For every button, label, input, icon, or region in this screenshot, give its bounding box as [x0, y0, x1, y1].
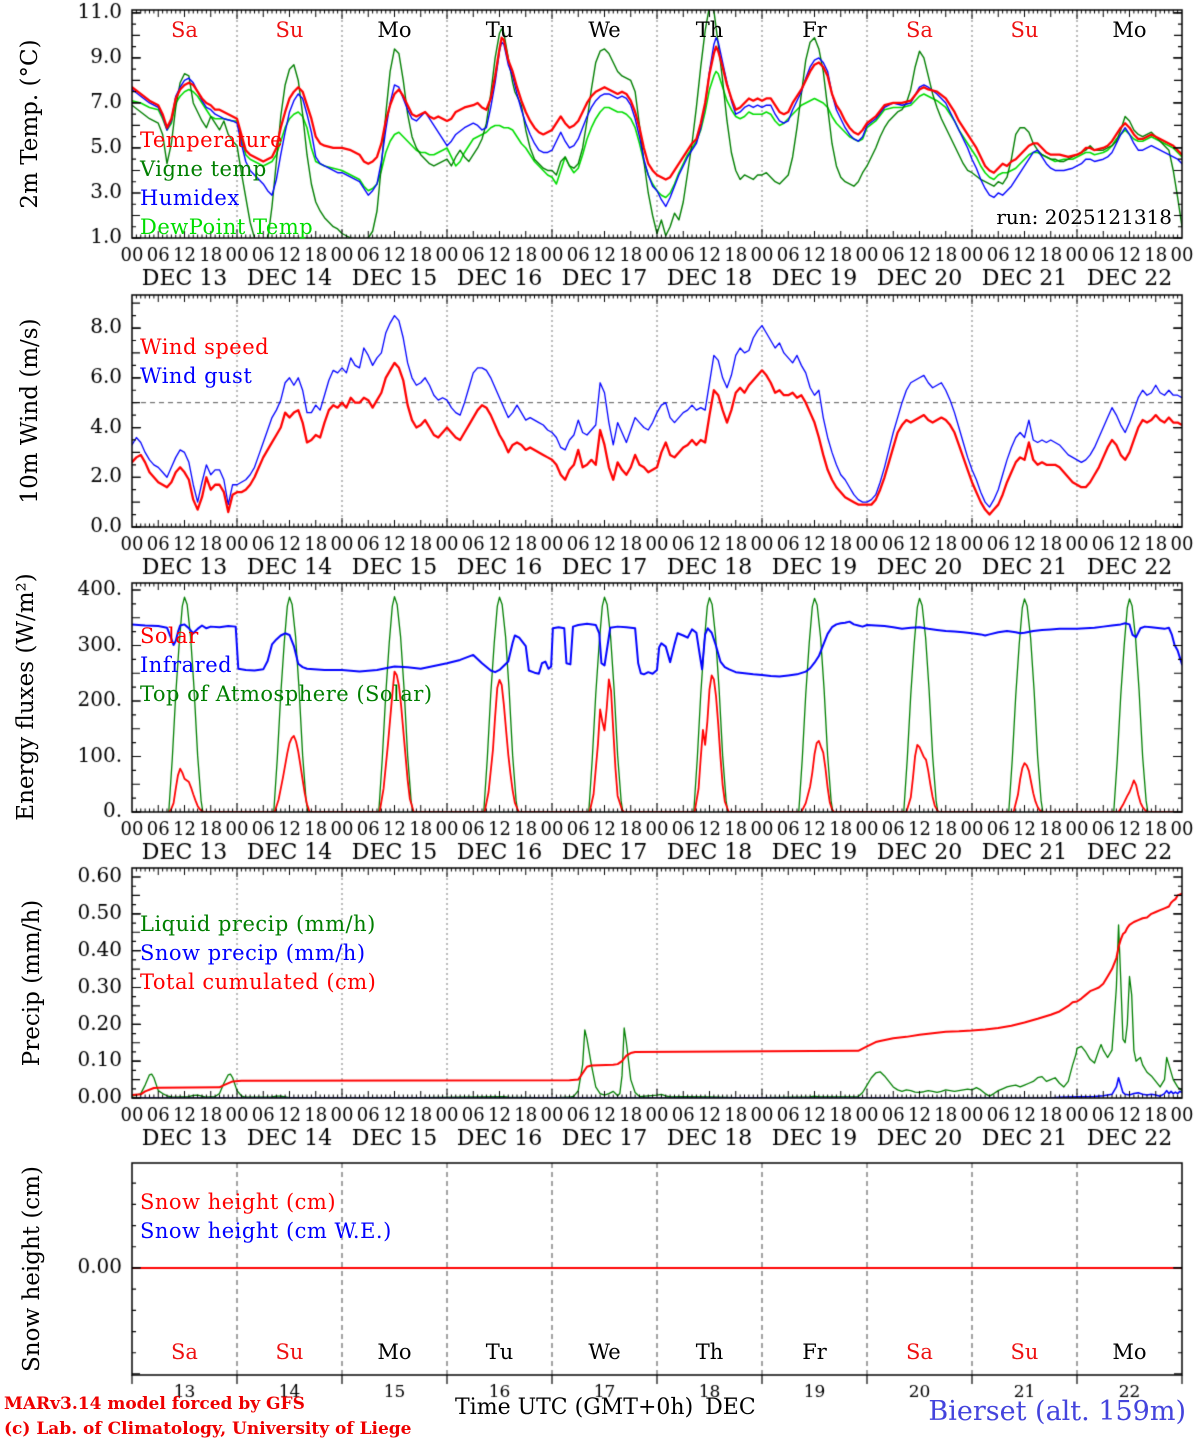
day-name-label: We	[588, 1340, 621, 1364]
day-name-label: Mo	[377, 1340, 412, 1364]
run-label: run: 2025121318	[996, 205, 1172, 229]
day-name-label: Su	[275, 1340, 304, 1364]
legend-entry: Humidex	[140, 186, 240, 210]
legend-temp: Temperature Vigne temp Humidex DewPoint Tem…	[140, 126, 313, 242]
time-utc-label: Time UTC (GMT+0h)	[455, 1395, 694, 1420]
day-name-label: Mo	[1112, 1340, 1147, 1364]
day-name-label: Tu	[485, 1340, 514, 1364]
legend-entry: DewPoint Temp	[140, 215, 314, 239]
legend-entry: Top of Atmosphere (Solar)	[140, 682, 433, 706]
y-axis-title-temp: 2m Temp. (°C)	[17, 39, 43, 209]
day-name-label: Fr	[802, 18, 827, 42]
legend-entry: Snow height (cm W.E.)	[140, 1219, 392, 1243]
day-name-label: Su	[1010, 18, 1039, 42]
legend-wind: Wind speed Wind gust	[140, 333, 269, 391]
model-credit-line2: (c) Lab. of Climatology, University of L…	[4, 1419, 412, 1439]
day-name-label: Th	[695, 18, 724, 42]
legend-entry: Snow height (cm)	[140, 1190, 337, 1214]
day-name-label: Sa	[906, 1340, 933, 1364]
day-name-label: Sa	[906, 18, 933, 42]
legend-entry: Snow precip (mm/h)	[140, 941, 366, 965]
day-name-label: We	[588, 18, 621, 42]
legend-entry: Wind speed	[140, 335, 270, 359]
legend-entry: Temperature	[140, 128, 284, 152]
legend-entry: Liquid precip (mm/h)	[140, 912, 376, 936]
model-credit-line1: MARv3.14 model forced by GFS	[4, 1394, 305, 1414]
day-name-label: Sa	[171, 18, 198, 42]
time-axis-label: Time UTC (GMT+0h) DEC	[455, 1395, 756, 1420]
y-axis-title-wind: 10m Wind (m/s)	[17, 318, 43, 504]
day-name-label: Su	[275, 18, 304, 42]
y-axis-title-flux: Energy fluxes (W/m²)	[13, 573, 39, 821]
y-axis-title-precip: Precip (mm/h)	[19, 899, 45, 1067]
y-axis-title-snow: Snow height (cm)	[19, 1166, 45, 1372]
day-name-label: Sa	[171, 1340, 198, 1364]
station-label: Bierset (alt. 159m)	[928, 1396, 1186, 1427]
legend-entry: Vigne temp	[140, 157, 267, 181]
legend-precip: Liquid precip (mm/h) Snow precip (mm/h) To…	[140, 910, 376, 997]
month-label: DEC	[705, 1395, 756, 1420]
legend-entry: Wind gust	[140, 364, 253, 388]
day-name-label: Fr	[802, 1340, 827, 1364]
legend-entry: Infrared	[140, 653, 233, 677]
day-name-label: Tu	[485, 18, 514, 42]
legend-entry: Solar	[140, 624, 199, 648]
day-name-label: Su	[1010, 1340, 1039, 1364]
legend-flux: Solar Infrared Top of Atmosphere (Solar)	[140, 622, 433, 709]
day-name-label: Mo	[377, 18, 412, 42]
day-name-label: Mo	[1112, 18, 1147, 42]
day-name-label: Th	[695, 1340, 724, 1364]
legend-snow: Snow height (cm) Snow height (cm W.E.)	[140, 1188, 392, 1246]
legend-entry: Total cumulated (cm)	[140, 970, 377, 994]
